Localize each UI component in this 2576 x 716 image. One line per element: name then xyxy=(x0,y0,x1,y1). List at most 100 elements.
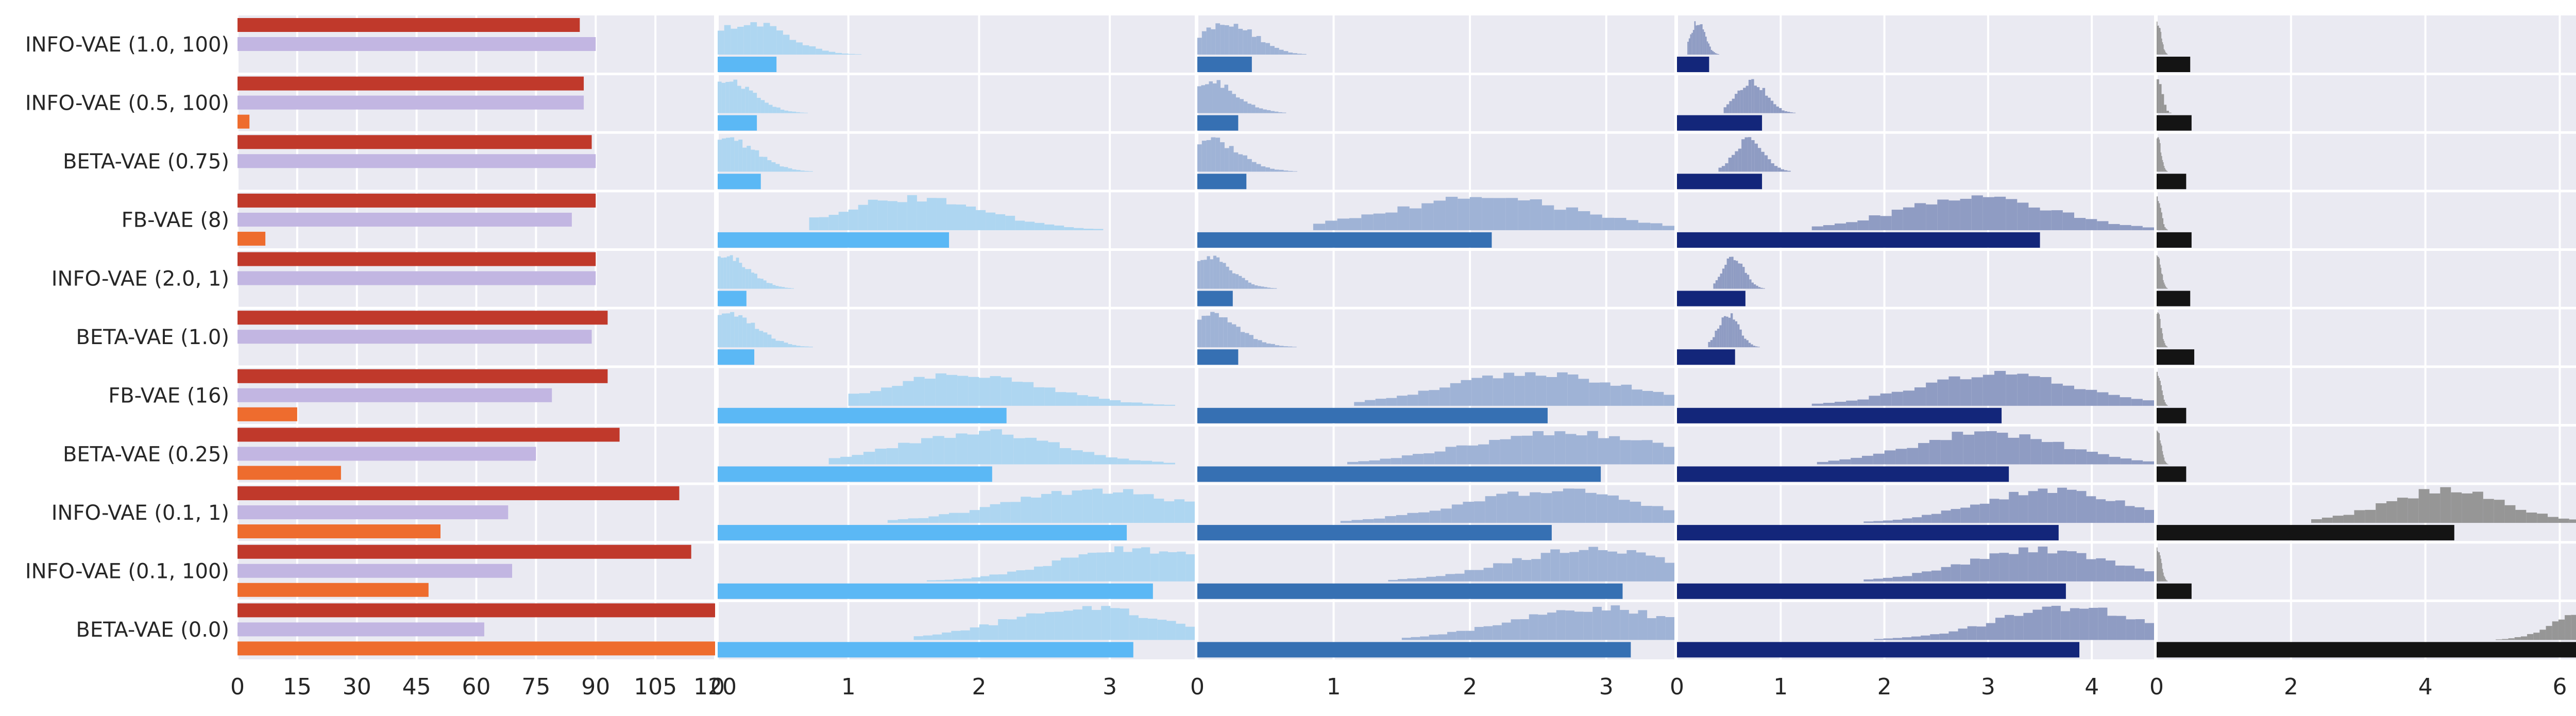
histogram-bin xyxy=(1048,442,1060,465)
histogram-bin xyxy=(1846,400,1858,406)
histogram-bin xyxy=(734,141,739,172)
histogram-bin xyxy=(1236,327,1241,348)
histogram-bin xyxy=(1397,579,1408,582)
histogram-bin xyxy=(1520,619,1529,640)
histogram-bin xyxy=(1743,88,1746,113)
histogram-bin xyxy=(1722,268,1725,289)
histogram-bin xyxy=(1301,54,1307,55)
histogram-bin xyxy=(1620,610,1629,640)
histogram-bin xyxy=(1718,167,1722,172)
histogram-bin xyxy=(1037,440,1048,465)
histogram-bin xyxy=(1717,329,1720,348)
histogram-bin xyxy=(1131,402,1143,406)
histogram-bin xyxy=(1337,218,1349,230)
mean-bar xyxy=(718,291,747,306)
histogram-bin xyxy=(1617,553,1627,582)
histogram-bin xyxy=(971,577,980,582)
bar-orange xyxy=(238,466,341,480)
histogram-bin xyxy=(1756,285,1758,289)
mean-bar xyxy=(2157,525,2454,541)
histogram-bin xyxy=(742,317,747,348)
mean-bar xyxy=(718,57,777,72)
histogram-bin xyxy=(2165,345,2166,348)
histogram-bin xyxy=(2158,25,2159,55)
histogram-bin xyxy=(2142,227,2154,230)
histogram-bin xyxy=(1164,404,1175,406)
histogram-bin xyxy=(2165,404,2167,406)
histogram-bin xyxy=(718,140,722,172)
histogram-bin xyxy=(1948,376,1960,406)
histogram-bin xyxy=(753,93,757,113)
mean-bar xyxy=(2157,642,2576,658)
mean-bar xyxy=(718,349,755,365)
histogram-bin xyxy=(1611,605,1620,640)
histogram-bin xyxy=(2042,606,2052,640)
histogram-bin xyxy=(791,288,794,289)
histogram-bin xyxy=(1213,255,1217,289)
histogram-bin xyxy=(1421,203,1434,230)
histogram-bin xyxy=(1092,610,1101,640)
histogram-bin xyxy=(2397,498,2408,523)
histogram-bin xyxy=(770,26,777,55)
bar-lavender xyxy=(238,154,596,168)
histogram-bin xyxy=(776,107,781,113)
histogram-bin xyxy=(1747,275,1750,289)
histogram-bin xyxy=(808,171,813,172)
histogram-bin xyxy=(1214,313,1219,348)
histogram-bin xyxy=(1922,515,1931,523)
histogram-bin xyxy=(2159,84,2162,113)
histogram-bin xyxy=(2120,225,2131,230)
histogram-bin xyxy=(2166,171,2168,172)
histogram-bin xyxy=(1970,558,1980,582)
histogram-bin xyxy=(1248,282,1251,289)
histogram-bin xyxy=(2158,201,2159,230)
x-tick-label: 0 xyxy=(710,674,725,700)
histogram-bin xyxy=(936,580,945,582)
histogram-bin xyxy=(2028,491,2038,523)
histogram-bin xyxy=(1963,434,1975,465)
histogram-bin xyxy=(2157,257,2159,289)
histogram-bin xyxy=(1941,567,1951,582)
histogram-bin xyxy=(2106,501,2115,523)
histogram-bin xyxy=(858,204,868,230)
histogram-bin xyxy=(1469,197,1482,230)
histogram-bin xyxy=(1456,445,1467,465)
histogram-bin xyxy=(1700,24,1701,55)
histogram-bin xyxy=(1133,494,1144,523)
histogram-bin xyxy=(1209,81,1213,113)
histogram-bin xyxy=(2087,451,2098,465)
histogram-bin xyxy=(1061,495,1072,523)
histogram-bin xyxy=(1930,634,1940,640)
histogram-bin xyxy=(1011,382,1023,406)
histogram-bin xyxy=(2160,558,2162,582)
histogram-bin xyxy=(783,35,790,55)
histogram-bin xyxy=(1873,578,1883,582)
histogram-bin xyxy=(1233,24,1239,55)
histogram-bin xyxy=(1907,448,1919,465)
histogram-bin xyxy=(828,52,836,55)
histogram-bin xyxy=(1240,99,1244,113)
histogram-bin xyxy=(1721,166,1725,172)
histogram-bin xyxy=(1729,101,1732,113)
histogram-bin xyxy=(2552,621,2558,640)
histogram-bin xyxy=(2163,399,2165,406)
histogram-bin xyxy=(2120,397,2131,406)
row-label: BETA-VAE (1.0) xyxy=(76,326,229,349)
histogram-bin xyxy=(2164,50,2165,55)
histogram-bin xyxy=(1101,606,1111,640)
histogram-bin xyxy=(1690,34,1692,55)
histogram-bin xyxy=(1778,108,1782,113)
mean-bar xyxy=(718,466,992,482)
histogram-bin xyxy=(1857,220,1869,230)
histogram-bin xyxy=(1713,337,1715,348)
mean-bar xyxy=(1677,642,2080,658)
histogram-bin xyxy=(2047,492,2058,523)
histogram-bin xyxy=(1429,635,1438,640)
histogram-bin xyxy=(2096,499,2106,523)
histogram-bin xyxy=(1255,285,1258,289)
histogram-bin xyxy=(968,377,979,406)
histogram-bin xyxy=(1940,440,1952,465)
mean-bar xyxy=(2157,407,2187,423)
histogram-bin xyxy=(1521,435,1533,465)
